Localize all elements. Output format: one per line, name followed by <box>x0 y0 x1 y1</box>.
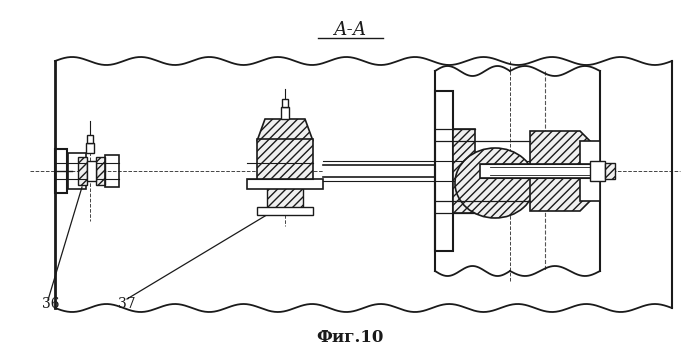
Bar <box>267 187 303 209</box>
Bar <box>257 139 313 181</box>
Bar <box>480 164 600 178</box>
Polygon shape <box>257 119 313 141</box>
Text: Фиг.10: Фиг.10 <box>316 330 384 346</box>
Bar <box>105 155 119 187</box>
Bar <box>282 99 288 107</box>
Bar <box>87 161 96 181</box>
Bar <box>96 157 105 185</box>
Bar <box>281 107 289 119</box>
Text: 36: 36 <box>42 297 60 311</box>
Text: А-А: А-А <box>333 21 367 39</box>
Bar <box>580 141 600 201</box>
Ellipse shape <box>455 148 535 218</box>
Bar <box>257 207 313 215</box>
Bar <box>55 149 67 193</box>
Bar <box>605 163 615 179</box>
Bar <box>247 179 323 189</box>
Bar <box>453 129 475 213</box>
Polygon shape <box>530 131 600 211</box>
Bar <box>86 143 94 153</box>
Bar <box>435 91 453 251</box>
Bar <box>68 153 86 189</box>
Bar <box>78 157 87 185</box>
Bar <box>323 165 480 177</box>
Bar <box>87 135 93 143</box>
Text: 37: 37 <box>118 297 136 311</box>
Bar <box>590 161 605 181</box>
